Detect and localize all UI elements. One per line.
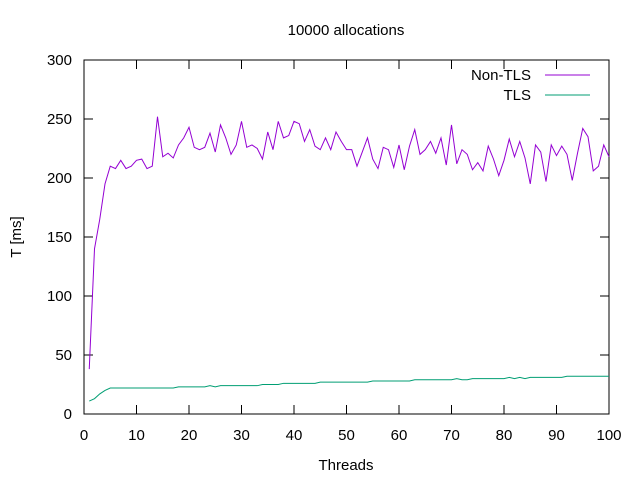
legend-label: Non-TLS <box>471 67 531 84</box>
series-line-non-tls <box>88 116 610 370</box>
x-tick-label: 80 <box>496 427 513 444</box>
x-tick-label: 30 <box>233 427 250 444</box>
series-layer <box>88 116 610 402</box>
x-axis: 0 10 20 30 40 50 60 70 80 90 100 <box>80 60 622 444</box>
y-tick-label: 50 <box>55 347 72 364</box>
x-tick-label: 60 <box>391 427 408 444</box>
chart-title: 10000 allocations <box>288 22 405 39</box>
y-axis-label: T [ms] <box>8 216 25 257</box>
x-tick-label: 10 <box>128 427 145 444</box>
legend-label: TLS <box>503 87 531 104</box>
series-line-tls <box>89 375 609 402</box>
x-tick-label: 20 <box>181 427 198 444</box>
x-tick-label: 40 <box>286 427 303 444</box>
y-tick-label: 150 <box>47 229 72 246</box>
plot-border <box>83 59 610 415</box>
y-tick-label: 300 <box>47 52 72 69</box>
x-tick-label: 0 <box>80 427 88 444</box>
y-tick-label: 250 <box>47 111 72 128</box>
x-tick-label: 50 <box>338 427 355 444</box>
y-tick-label: 200 <box>47 170 72 187</box>
plot-frame <box>83 59 610 415</box>
y-axis: 0 50 100 150 200 250 300 <box>47 52 609 423</box>
y-tick-label: 0 <box>64 406 72 423</box>
y-tick-label: 100 <box>47 288 72 305</box>
x-tick-label: 100 <box>596 427 621 444</box>
legend: Non-TLS TLS <box>471 67 590 104</box>
x-axis-label: Threads <box>318 457 373 474</box>
x-tick-label: 90 <box>548 427 565 444</box>
x-tick-label: 70 <box>443 427 460 444</box>
